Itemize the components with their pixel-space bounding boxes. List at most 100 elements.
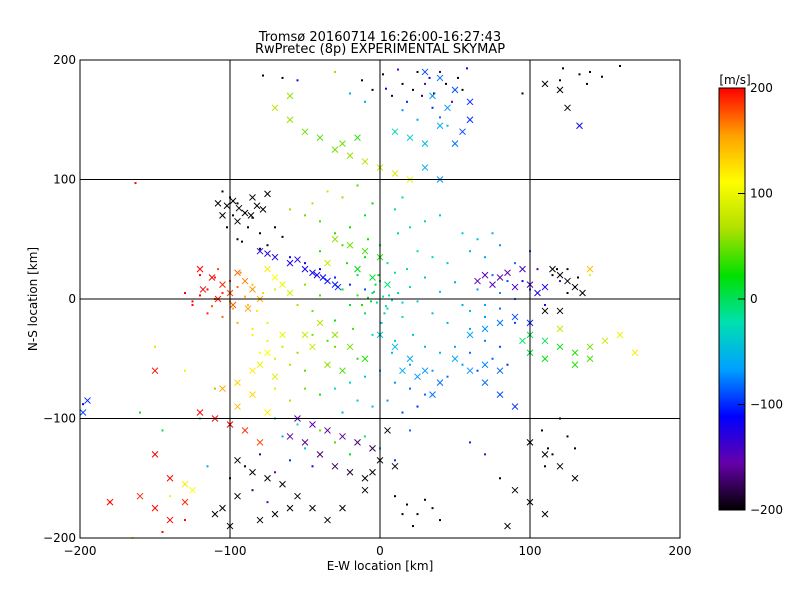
data-point-dot xyxy=(484,315,486,318)
data-point-cross xyxy=(286,433,294,440)
data-point-dot xyxy=(349,381,351,384)
data-point-cross xyxy=(309,269,316,277)
data-point-dot xyxy=(401,196,404,199)
data-point-dot xyxy=(412,88,414,91)
data-point-dot xyxy=(499,244,501,247)
data-point-cross xyxy=(271,274,279,281)
data-point-cross xyxy=(256,361,264,369)
data-point-dot xyxy=(169,495,171,498)
data-point-cross xyxy=(79,409,87,416)
data-point-cross xyxy=(271,510,279,518)
data-point-cross xyxy=(234,217,241,225)
y-axis-ticks: −200 −100 0 100 200 xyxy=(43,53,76,545)
data-point-dot xyxy=(445,82,447,85)
data-point-cross xyxy=(331,281,339,289)
data-point-cross xyxy=(354,134,361,142)
data-point-dot xyxy=(289,208,291,211)
data-point-cross xyxy=(264,409,271,416)
data-point-dot xyxy=(586,82,588,85)
data-point-cross xyxy=(309,504,316,512)
data-point-cross xyxy=(556,325,564,333)
data-point-cross xyxy=(511,486,519,494)
data-point-dot xyxy=(184,292,186,295)
data-point-dot xyxy=(391,94,393,97)
data-point-dot xyxy=(401,315,404,318)
data-point-dot xyxy=(574,447,576,450)
data-point-dot xyxy=(401,513,404,516)
data-point-dot xyxy=(484,303,486,306)
data-point-cross xyxy=(249,286,256,293)
data-point-dot xyxy=(544,303,546,306)
data-point-dot xyxy=(371,88,374,91)
data-point-dot xyxy=(349,453,351,456)
data-point-dot xyxy=(409,286,411,289)
data-point-dot xyxy=(266,339,269,342)
data-point-dot xyxy=(296,303,299,306)
data-point-dot xyxy=(373,290,375,293)
data-point-dot xyxy=(334,276,336,279)
data-point-dot xyxy=(476,238,479,241)
data-point-dot xyxy=(281,435,284,438)
data-point-dot xyxy=(484,339,486,342)
data-point-dot xyxy=(454,281,456,284)
data-point-dot xyxy=(461,363,464,366)
data-point-cross xyxy=(339,433,346,440)
y-tick-label: −100 xyxy=(43,412,76,426)
data-point-cross xyxy=(244,305,252,312)
data-point-dot xyxy=(514,321,516,324)
data-point-dot xyxy=(206,465,209,468)
data-point-dot xyxy=(251,333,254,336)
data-point-cross xyxy=(286,259,294,267)
data-point-dot xyxy=(251,489,254,492)
data-point-cross xyxy=(309,343,316,351)
data-point-dot xyxy=(589,70,591,73)
data-point-cross xyxy=(406,134,414,142)
data-point-dot xyxy=(244,295,246,298)
data-point-dot xyxy=(266,244,269,247)
data-point-dot xyxy=(356,399,359,402)
data-point-cross xyxy=(219,385,226,392)
data-point-cross xyxy=(511,283,519,291)
data-point-dot xyxy=(341,288,344,291)
data-point-dot xyxy=(247,226,249,229)
x-tick-label: 0 xyxy=(376,544,384,558)
data-point-dot xyxy=(476,288,479,291)
data-point-dot xyxy=(217,268,219,271)
data-point-dot xyxy=(421,94,423,97)
data-point-dot xyxy=(439,519,441,522)
data-point-dot xyxy=(304,369,306,372)
data-point-cross xyxy=(481,361,489,369)
data-point-cross xyxy=(571,283,579,291)
colorbar-tick-label: −100 xyxy=(750,398,783,412)
data-point-dot xyxy=(394,339,396,342)
data-point-dot xyxy=(161,531,164,534)
data-point-dot xyxy=(446,321,449,324)
data-point-dot xyxy=(469,351,471,354)
data-point-cross xyxy=(229,197,237,205)
data-point-cross xyxy=(466,116,474,124)
data-point-cross xyxy=(466,331,474,339)
data-point-dot xyxy=(514,262,516,265)
data-point-cross xyxy=(286,116,294,124)
data-point-dot xyxy=(221,190,224,193)
data-point-cross xyxy=(361,486,369,494)
data-point-dot xyxy=(401,109,404,112)
data-point-cross xyxy=(391,343,399,351)
x-tick-label: 100 xyxy=(519,544,542,558)
data-point-dot xyxy=(541,429,543,432)
data-point-cross xyxy=(384,427,391,434)
data-point-dot xyxy=(469,327,471,330)
data-point-cross xyxy=(346,343,354,351)
x-axis-ticks: −200 −100 0 100 200 xyxy=(64,544,692,558)
data-point-dot xyxy=(446,124,449,127)
data-point-cross xyxy=(214,200,222,207)
data-point-dot xyxy=(214,387,216,390)
data-point-dot xyxy=(251,327,254,330)
data-point-dot xyxy=(259,453,261,456)
data-point-dot xyxy=(499,307,501,310)
data-point-cross xyxy=(324,516,331,524)
data-point-dot xyxy=(247,303,249,306)
data-point-dot xyxy=(311,333,314,336)
y-axis-label: N-S location [km] xyxy=(26,247,40,351)
data-point-dot xyxy=(556,268,558,271)
